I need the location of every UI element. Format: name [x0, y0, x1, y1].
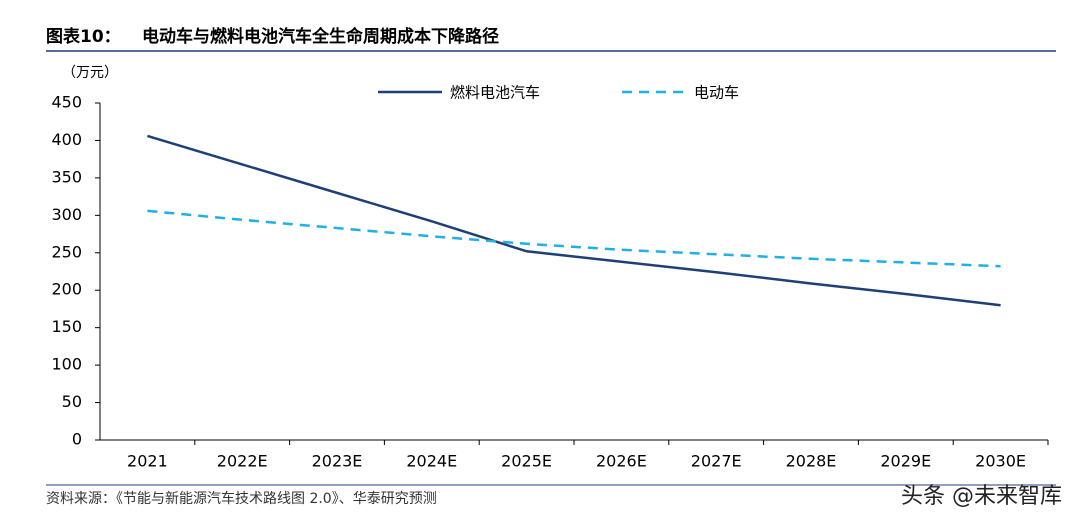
- y-tick-label: 300: [51, 205, 82, 224]
- legend-label: 燃料电池汽车: [450, 84, 540, 102]
- x-tick-label: 2022E: [217, 452, 268, 471]
- x-tick-label: 2025E: [501, 452, 552, 471]
- source-note: 资料来源：《节能与新能源汽车技术路线图 2.0》、华泰研究预测: [46, 490, 437, 507]
- chart-label: 图表10：: [46, 26, 121, 47]
- y-tick-label: 150: [51, 317, 82, 336]
- y-tick-label: 400: [51, 130, 82, 149]
- chart-title: 电动车与燃料电池汽车全生命周期成本下降路径: [142, 26, 499, 47]
- x-tick-label: 2023E: [312, 452, 363, 471]
- series-line: [147, 134, 1001, 307]
- watermark: 头条 @未来智库: [901, 484, 1062, 509]
- x-tick-label: 2029E: [880, 452, 931, 471]
- y-tick-label: 0: [72, 430, 82, 449]
- x-tick-label: 2026E: [596, 452, 647, 471]
- y-tick-label: 50: [62, 392, 82, 411]
- legend-label: 电动车: [694, 84, 739, 102]
- y-tick-label: 100: [51, 355, 82, 374]
- y-tick-label: 350: [51, 167, 82, 186]
- series-line: [147, 209, 1001, 268]
- y-tick-label: 450: [51, 93, 82, 112]
- y-tick-label: 250: [51, 242, 82, 261]
- x-tick-label: 2021: [127, 452, 168, 471]
- x-tick-label: 2028E: [786, 452, 837, 471]
- y-tick-label: 200: [51, 280, 82, 299]
- x-tick-label: 2030E: [975, 452, 1026, 471]
- x-tick-label: 2027E: [691, 452, 742, 471]
- x-tick-label: 2024E: [406, 452, 457, 471]
- y-unit: （万元）: [62, 65, 118, 81]
